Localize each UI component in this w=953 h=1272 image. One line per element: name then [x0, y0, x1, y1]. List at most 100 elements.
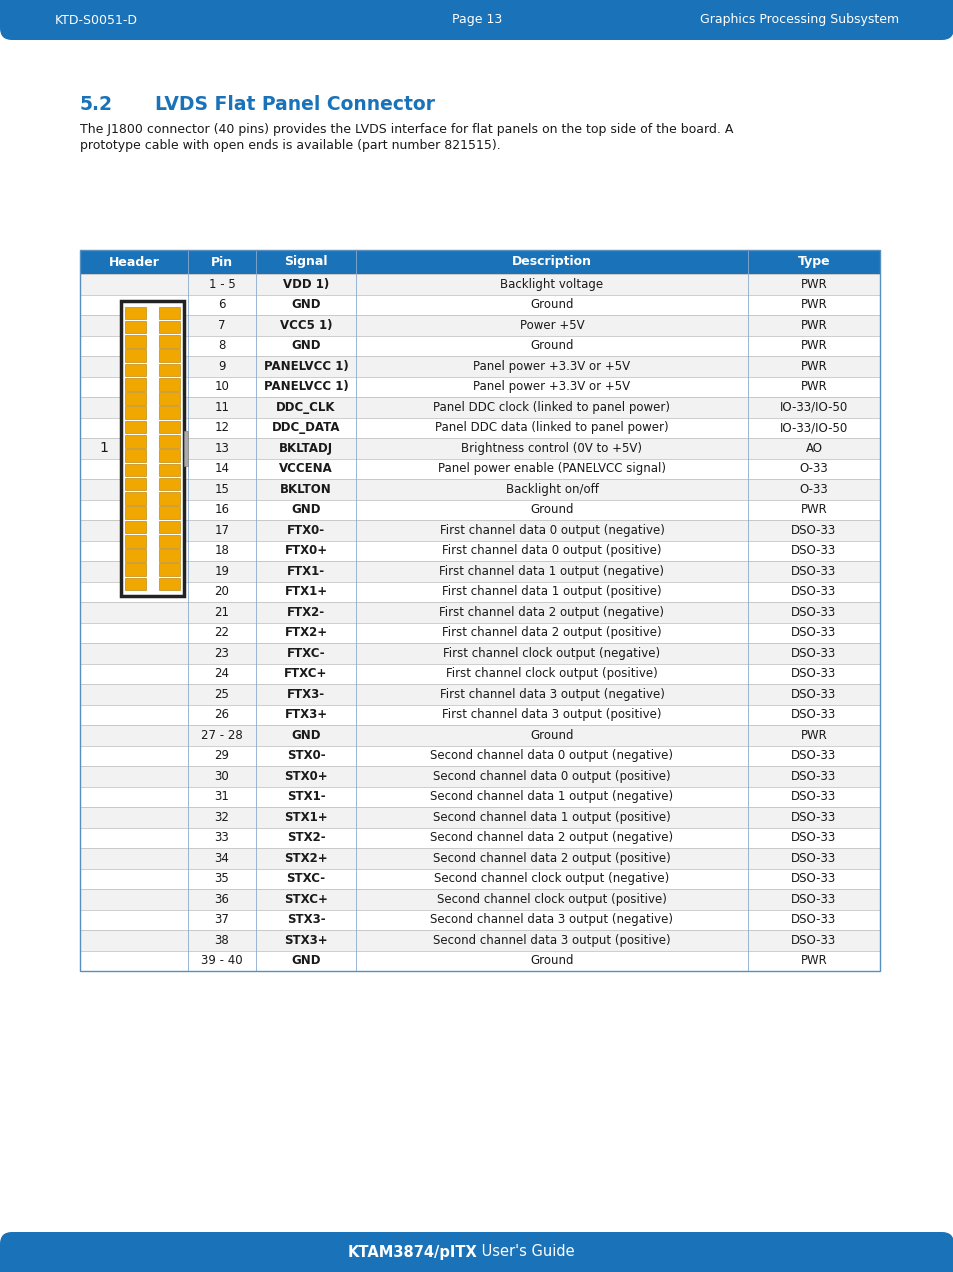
Text: GND: GND	[291, 729, 320, 742]
Text: LVDS Flat Panel Connector: LVDS Flat Panel Connector	[154, 95, 435, 114]
Bar	[0, 0, 953, 20]
Text: 22: 22	[214, 626, 230, 640]
Text: AO: AO	[804, 441, 821, 455]
Bar	[80, 356, 879, 377]
Text: First channel data 1 output (negative): First channel data 1 output (negative)	[439, 565, 664, 577]
Bar	[159, 392, 179, 404]
Text: DDC_CLK: DDC_CLK	[276, 401, 335, 413]
Bar	[159, 520, 179, 533]
Bar	[80, 541, 879, 561]
Bar	[125, 536, 146, 547]
Text: PANELVCC 1): PANELVCC 1)	[263, 360, 348, 373]
Text: FTX3+: FTX3+	[284, 709, 327, 721]
Text: 9: 9	[218, 360, 226, 373]
Text: 30: 30	[214, 770, 229, 782]
Bar	[125, 520, 146, 533]
Text: PWR: PWR	[800, 729, 826, 742]
Text: 25: 25	[214, 688, 230, 701]
Text: PWR: PWR	[800, 319, 826, 332]
Bar	[159, 506, 179, 519]
Text: DSO-33: DSO-33	[791, 585, 836, 598]
Bar	[159, 449, 179, 462]
Bar	[80, 684, 879, 705]
Bar	[80, 417, 879, 438]
Bar	[80, 561, 879, 581]
Bar	[80, 622, 879, 644]
Bar	[125, 321, 146, 333]
Bar	[125, 577, 146, 590]
Text: 38: 38	[214, 934, 229, 946]
Text: FTX2+: FTX2+	[284, 626, 327, 640]
Text: DSO-33: DSO-33	[791, 749, 836, 762]
Text: VDD 1): VDD 1)	[283, 277, 329, 291]
Text: 5.2: 5.2	[80, 95, 112, 114]
Bar	[80, 377, 879, 397]
Bar	[80, 295, 879, 315]
Text: First channel data 1 output (positive): First channel data 1 output (positive)	[442, 585, 661, 598]
Text: PANELVCC 1): PANELVCC 1)	[263, 380, 348, 393]
Text: Second channel clock output (positive): Second channel clock output (positive)	[436, 893, 666, 906]
Text: Page 13: Page 13	[452, 14, 501, 27]
Text: First channel data 2 output (positive): First channel data 2 output (positive)	[442, 626, 661, 640]
Text: prototype cable with open ends is available (part number 821515).: prototype cable with open ends is availa…	[80, 139, 500, 151]
Text: 31: 31	[214, 790, 230, 803]
Text: Brightness control (0V to +5V): Brightness control (0V to +5V)	[461, 441, 641, 455]
Text: PWR: PWR	[800, 298, 826, 312]
Text: 1 - 5: 1 - 5	[209, 277, 235, 291]
Text: DSO-33: DSO-33	[791, 934, 836, 946]
Text: Pin: Pin	[211, 256, 233, 268]
Text: First channel clock output (positive): First channel clock output (positive)	[446, 668, 658, 681]
Text: 24: 24	[214, 668, 230, 681]
Text: 34: 34	[214, 852, 230, 865]
Text: FTX0-: FTX0-	[287, 524, 325, 537]
Text: 11: 11	[214, 401, 230, 413]
Text: User's Guide: User's Guide	[476, 1244, 574, 1259]
Bar	[80, 251, 879, 971]
Text: Second channel data 0 output (positive): Second channel data 0 output (positive)	[433, 770, 670, 782]
Text: DSO-33: DSO-33	[791, 688, 836, 701]
Text: Second channel data 3 output (negative): Second channel data 3 output (negative)	[430, 913, 673, 926]
Text: First channel data 2 output (negative): First channel data 2 output (negative)	[439, 605, 664, 618]
Bar	[80, 950, 879, 971]
Text: VCCENA: VCCENA	[279, 462, 333, 476]
Text: Header: Header	[109, 256, 159, 268]
Text: DSO-33: DSO-33	[791, 770, 836, 782]
Text: 37: 37	[214, 913, 230, 926]
Text: Panel DDC clock (linked to panel power): Panel DDC clock (linked to panel power)	[433, 401, 670, 413]
Text: STXC+: STXC+	[284, 893, 328, 906]
Text: Panel power +3.3V or +5V: Panel power +3.3V or +5V	[473, 380, 630, 393]
Text: STX1-: STX1-	[287, 790, 325, 803]
Bar	[125, 492, 146, 505]
Bar	[159, 463, 179, 476]
Bar	[80, 251, 879, 273]
Bar	[80, 315, 879, 336]
Bar	[159, 321, 179, 333]
Text: O-33: O-33	[799, 483, 827, 496]
Text: 23: 23	[214, 646, 230, 660]
Text: STX2-: STX2-	[287, 831, 325, 845]
Bar	[159, 563, 179, 576]
Bar	[121, 300, 184, 597]
Bar	[125, 563, 146, 576]
Text: 26: 26	[214, 709, 230, 721]
Bar	[125, 378, 146, 391]
Text: DSO-33: DSO-33	[791, 810, 836, 824]
Text: DSO-33: DSO-33	[791, 790, 836, 803]
Text: GND: GND	[291, 504, 320, 516]
Text: O-33: O-33	[799, 462, 827, 476]
Bar	[80, 786, 879, 806]
Text: KTD-S0051-D: KTD-S0051-D	[55, 14, 138, 27]
Text: Panel power +3.3V or +5V: Panel power +3.3V or +5V	[473, 360, 630, 373]
Bar	[80, 745, 879, 766]
Text: DSO-33: DSO-33	[791, 626, 836, 640]
Text: DSO-33: DSO-33	[791, 646, 836, 660]
Bar	[80, 664, 879, 684]
Bar	[159, 536, 179, 547]
Text: 39 - 40: 39 - 40	[201, 954, 243, 967]
Bar	[80, 458, 879, 480]
Text: PWR: PWR	[800, 504, 826, 516]
Bar	[159, 350, 179, 363]
Bar	[125, 478, 146, 491]
Bar	[80, 644, 879, 664]
Bar	[125, 364, 146, 377]
